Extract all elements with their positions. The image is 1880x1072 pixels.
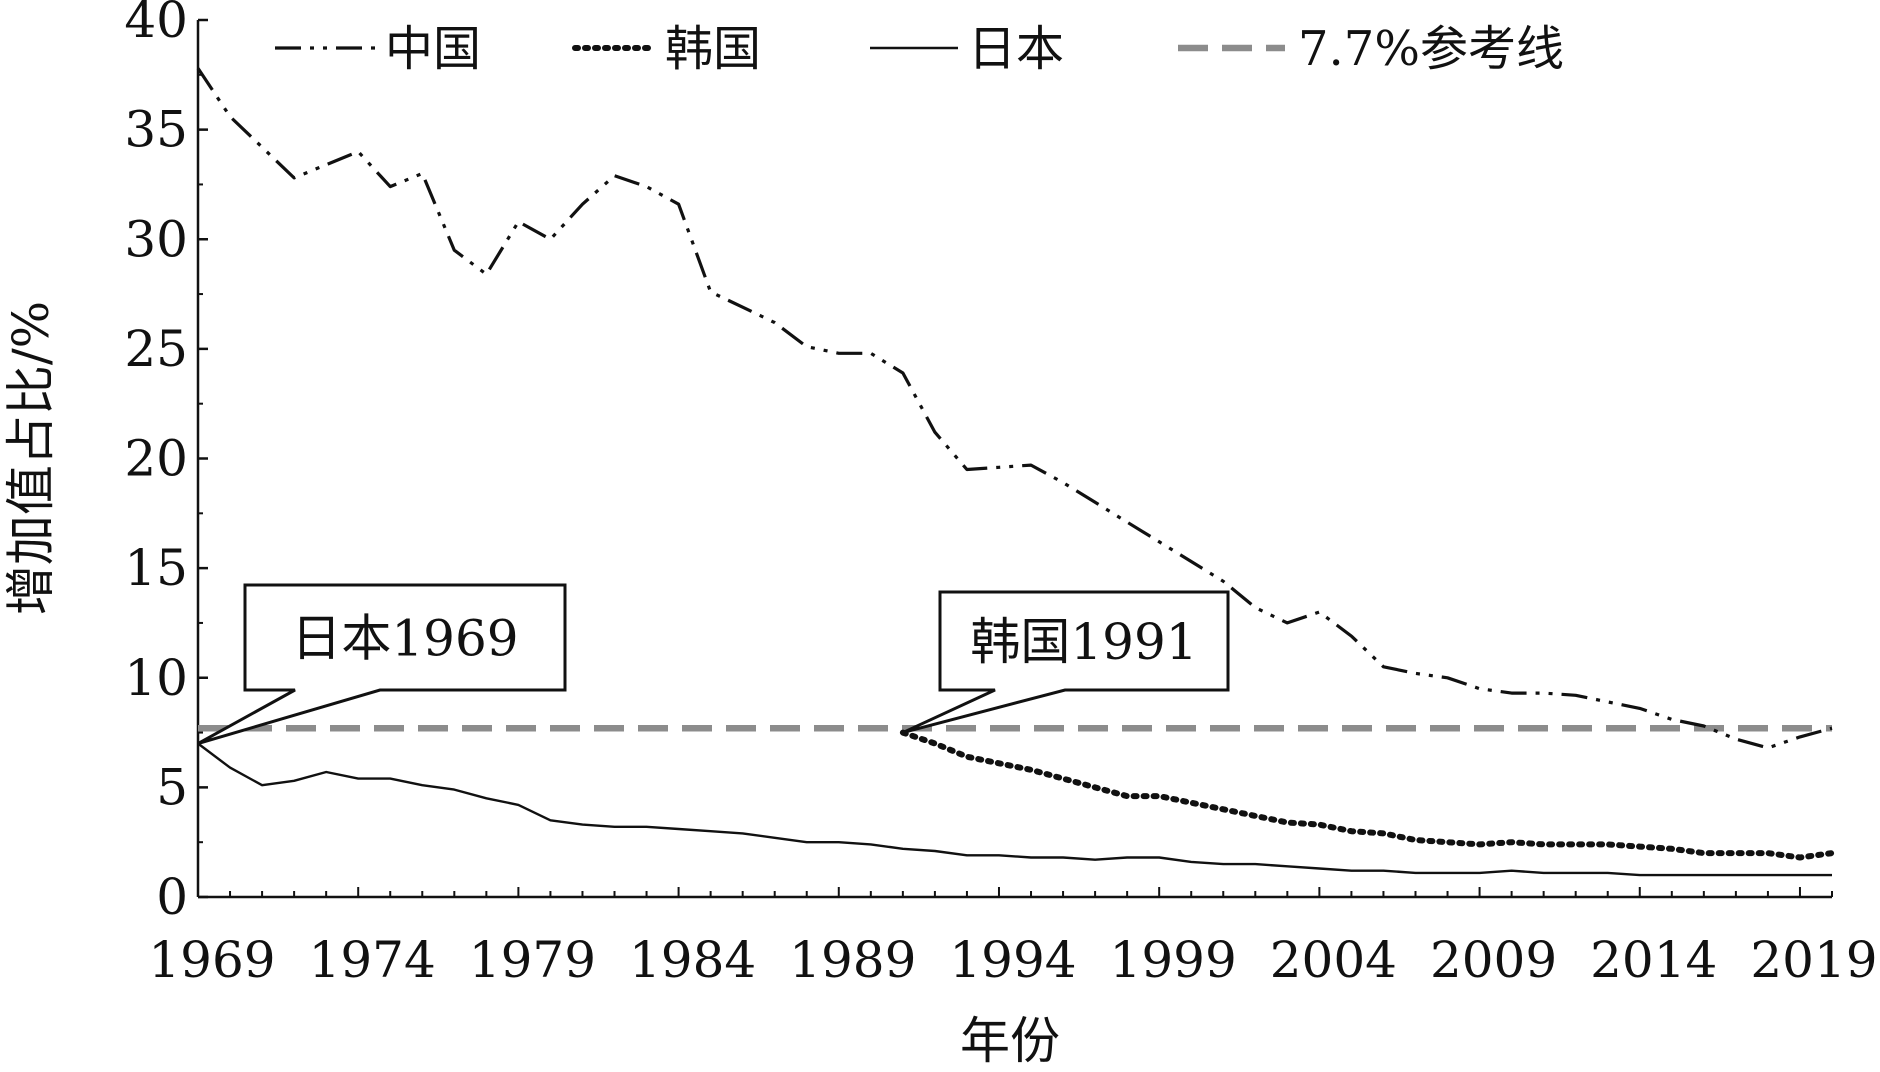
annotation-label: 日本1969 [291,610,518,668]
annotation-label: 韩国1991 [970,613,1197,671]
legend-item: 7.7%参考线 [1178,21,1564,77]
x-tick-label: 1994 [949,931,1076,989]
legend-label: 日本 [968,21,1064,77]
x-tick-label: 1974 [309,931,436,989]
y-tick-label: 30 [124,210,188,268]
x-tick-label: 1969 [148,931,275,989]
legend: 中国 韩国 日本 7.7%参考线 [275,21,1564,77]
callouts: 日本1969 韩国1991 [197,583,1230,745]
y-tick-label: 0 [156,868,188,926]
y-tick-label: 5 [156,758,188,816]
legend-label: 中国 [385,21,481,77]
y-tick-label: 15 [124,539,188,597]
x-tick-label: 2004 [1270,931,1397,989]
callout-box [902,590,1230,735]
callout: 韩国1991 [902,590,1230,735]
axes: 0 5 10 15 20 25 30 35 40 1969 1974 1979 1984 1989 1994… [124,0,1877,989]
callout-box [197,583,567,745]
x-axis-title: 年份 [960,1012,1060,1070]
x-tick-label: 2014 [1590,931,1717,989]
y-tick-label: 25 [124,320,188,378]
series-layer [196,67,1835,877]
series-line-japan [197,742,1832,877]
x-tick-label: 1989 [789,931,916,989]
y-tick-label: 35 [124,101,188,159]
x-tick-label: 1984 [629,931,756,989]
legend-item: 日本 [870,21,1064,77]
legend-label: 韩国 [665,21,761,77]
callout: 日本1969 [197,583,567,745]
legend-item: 中国 [275,21,481,77]
x-tick-label: 1979 [469,931,596,989]
y-axis-title: 增加值占比/% [2,301,60,615]
series-line-korea [899,729,1835,861]
series-line-china [196,67,1833,750]
legend-item: 韩国 [572,21,761,77]
y-tick-label: 40 [124,0,188,49]
x-tick-label: 2009 [1430,931,1557,989]
legend-label: 7.7%参考线 [1298,21,1564,77]
y-tick-label: 10 [124,649,188,707]
x-tick-label: 1999 [1110,931,1237,989]
x-tick-label: 2019 [1750,931,1877,989]
y-tick-label: 20 [124,430,188,488]
